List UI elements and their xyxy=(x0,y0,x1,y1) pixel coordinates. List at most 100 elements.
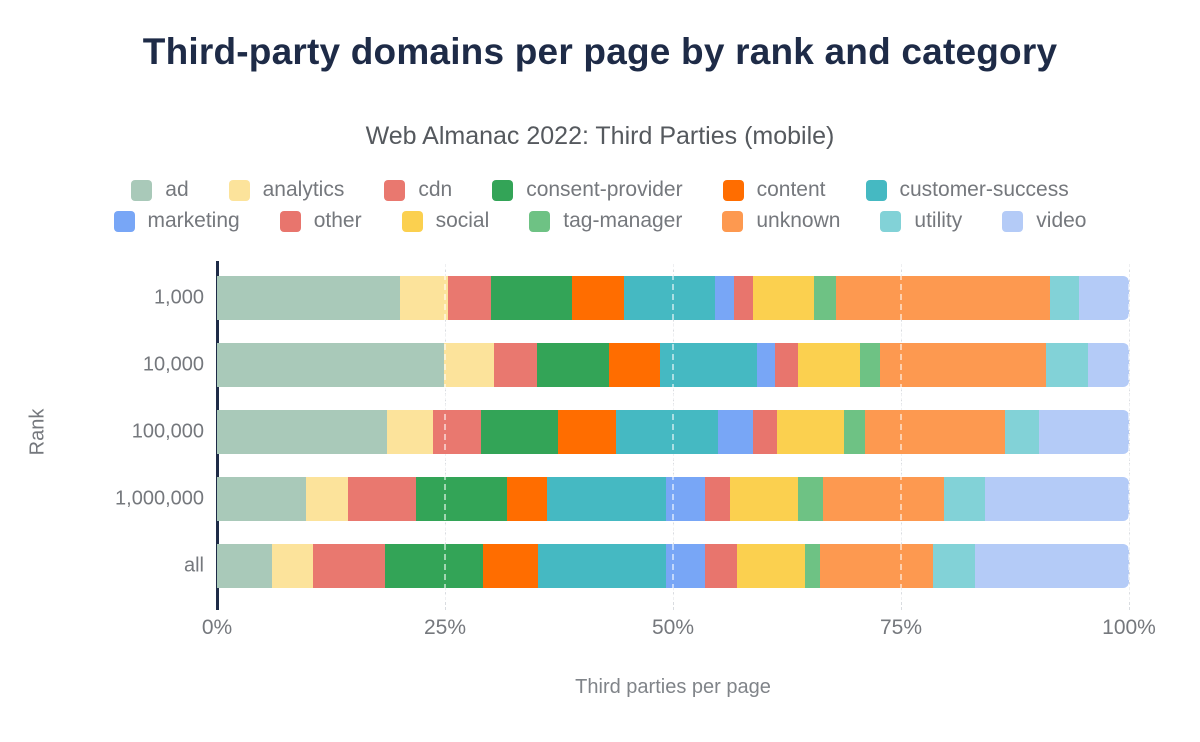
legend-item-social[interactable]: social xyxy=(401,209,489,233)
legend-item-consent-provider[interactable]: consent-provider xyxy=(492,178,683,202)
bar-segment-ad[interactable] xyxy=(217,275,401,320)
legend-swatch-icon xyxy=(492,179,514,201)
bar-segment-video[interactable] xyxy=(974,544,1129,589)
bar-segment-marketing[interactable] xyxy=(756,342,776,387)
bar-segment-utility[interactable] xyxy=(1045,342,1088,387)
legend-item-utility[interactable]: utility xyxy=(880,209,962,233)
bar-row-100,000 xyxy=(217,410,1129,454)
bar-segment-consent-provider[interactable] xyxy=(491,275,572,320)
legend-item-video[interactable]: video xyxy=(1002,209,1086,233)
legend-swatch-icon xyxy=(880,210,902,232)
legend-label: tag-manager xyxy=(563,209,683,232)
bar-segment-analytics[interactable] xyxy=(271,544,313,589)
legend-swatch-icon xyxy=(384,179,406,201)
bar-segment-cdn[interactable] xyxy=(433,410,481,454)
bar-segment-other[interactable] xyxy=(704,477,731,522)
bar-segment-other[interactable] xyxy=(734,275,754,320)
bar-segment-marketing[interactable] xyxy=(717,410,754,454)
bar-segment-ad[interactable] xyxy=(217,410,387,454)
legend-label: ad xyxy=(165,178,189,201)
bar-segment-consent-provider[interactable] xyxy=(384,544,484,589)
bar-segment-video[interactable] xyxy=(1078,275,1129,320)
bar-segment-unknown[interactable] xyxy=(879,342,1046,387)
bar-segment-consent-provider[interactable] xyxy=(480,410,559,454)
bar-segment-video[interactable] xyxy=(984,477,1129,522)
bar-segment-utility[interactable] xyxy=(1004,410,1039,454)
bar-segment-content[interactable] xyxy=(483,544,538,589)
bar-segment-unknown[interactable] xyxy=(819,544,933,589)
bar-segment-customer-success[interactable] xyxy=(615,410,718,454)
bar-segment-social[interactable] xyxy=(753,275,815,320)
chart-subtitle: Web Almanac 2022: Third Parties (mobile) xyxy=(365,122,835,150)
bar-segment-customer-success[interactable] xyxy=(538,544,666,589)
bar-segment-utility[interactable] xyxy=(943,477,985,522)
legend-label: cdn xyxy=(418,178,453,201)
legend-item-marketing[interactable]: marketing xyxy=(113,209,240,233)
bar-segment-content[interactable] xyxy=(558,410,616,454)
bar-segment-tag-manager[interactable] xyxy=(844,410,866,454)
bar-segment-social[interactable] xyxy=(776,410,845,454)
bar-segment-ad[interactable] xyxy=(217,477,307,522)
bar-segment-consent-provider[interactable] xyxy=(415,477,507,522)
x-tick-label: 0% xyxy=(201,616,233,639)
legend-item-ad[interactable]: ad xyxy=(131,178,189,202)
bar-segment-cdn[interactable] xyxy=(348,477,416,522)
legend-item-content[interactable]: content xyxy=(722,178,826,202)
bar-segment-cdn[interactable] xyxy=(494,342,538,387)
legend-item-unknown[interactable]: unknown xyxy=(722,209,840,233)
bar-segment-ad[interactable] xyxy=(217,544,272,589)
legend-label: utility xyxy=(914,209,963,232)
bar-segment-utility[interactable] xyxy=(932,544,975,589)
legend-row: marketing other social tag-manager unknown ut… xyxy=(0,209,1200,233)
legend-item-cdn[interactable]: cdn xyxy=(384,178,452,202)
bar-segment-unknown[interactable] xyxy=(823,477,944,522)
bar-segment-consent-provider[interactable] xyxy=(537,342,610,387)
bar-segment-tag-manager[interactable] xyxy=(797,477,824,522)
bar-segment-social[interactable] xyxy=(730,477,798,522)
bar-segment-cdn[interactable] xyxy=(447,275,492,320)
legend-swatch-icon xyxy=(722,179,744,201)
x-tick-label: 75% xyxy=(879,616,923,639)
bar-segment-tag-manager[interactable] xyxy=(859,342,880,387)
bar-segment-marketing[interactable] xyxy=(714,275,735,320)
bar-segment-other[interactable] xyxy=(704,544,737,589)
x-tick-label: 100% xyxy=(1102,616,1156,639)
bar-segment-video[interactable] xyxy=(1087,342,1129,387)
bar-segment-marketing[interactable] xyxy=(665,477,705,522)
bar-segment-analytics[interactable] xyxy=(386,410,434,454)
legend-item-tag-manager[interactable]: tag-manager xyxy=(529,209,682,233)
bar-segment-analytics[interactable] xyxy=(444,342,495,387)
bar-segment-utility[interactable] xyxy=(1049,275,1079,320)
bar-segment-other[interactable] xyxy=(753,410,777,454)
legend-item-analytics[interactable]: analytics xyxy=(228,178,344,202)
bar-segment-content[interactable] xyxy=(609,342,661,387)
bar-segment-analytics[interactable] xyxy=(306,477,349,522)
legend-row: ad analytics cdn consent-provider content cus… xyxy=(0,178,1200,202)
y-tick-label: all xyxy=(183,554,204,577)
bar-segment-content[interactable] xyxy=(571,275,624,320)
legend-label: consent-provider xyxy=(526,178,683,201)
legend-item-other[interactable]: other xyxy=(279,209,362,233)
bar-segment-cdn[interactable] xyxy=(312,544,385,589)
bar-segment-unknown[interactable] xyxy=(865,410,1005,454)
bar-segment-other[interactable] xyxy=(775,342,798,387)
plot-area xyxy=(216,261,1130,610)
bar-segment-customer-success[interactable] xyxy=(623,275,715,320)
bar-segment-customer-success[interactable] xyxy=(660,342,757,387)
bar-segment-video[interactable] xyxy=(1038,410,1129,454)
bar-segment-tag-manager[interactable] xyxy=(805,544,820,589)
legend-label: video xyxy=(1036,209,1087,232)
bar-segment-unknown[interactable] xyxy=(836,275,1050,320)
bar-segment-marketing[interactable] xyxy=(665,544,705,589)
bar-segment-ad[interactable] xyxy=(217,342,445,387)
bar-segment-social[interactable] xyxy=(797,342,860,387)
legend-item-customer-success[interactable]: customer-success xyxy=(865,178,1069,202)
legend-label: unknown xyxy=(756,209,841,232)
bar-segment-customer-success[interactable] xyxy=(547,477,666,522)
bar-segment-analytics[interactable] xyxy=(400,275,448,320)
bar-segment-content[interactable] xyxy=(506,477,548,522)
bar-segment-tag-manager[interactable] xyxy=(814,275,837,320)
legend-label: marketing xyxy=(147,209,240,232)
bar-segment-social[interactable] xyxy=(736,544,806,589)
